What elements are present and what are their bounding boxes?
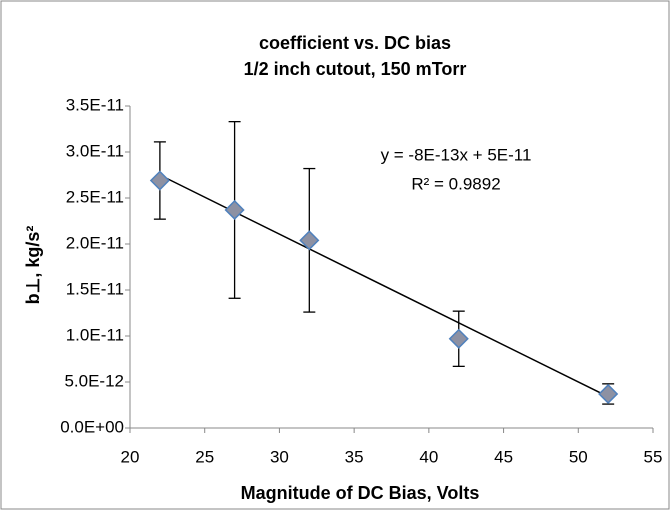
point [224, 199, 245, 221]
y-tick-label: 1.0E-11 [66, 325, 124, 344]
chart-subtitle: 1/2 inch cutout, 150 mTorr [244, 59, 467, 79]
chart-title: coefficient vs. DC bias [259, 33, 451, 53]
x-tick-label: 35 [345, 447, 364, 466]
y-tick-label: 3.0E-11 [66, 141, 124, 160]
x-tick-label: 45 [494, 447, 513, 466]
x-tick-label: 30 [270, 447, 289, 466]
point [149, 170, 170, 191]
trend-r2: R² = 0.9892 [411, 174, 500, 193]
y-axis-label: b⊥, kg/s² [23, 226, 43, 305]
x-axis-label: Magnitude of DC Bias, Volts [241, 483, 480, 503]
point [299, 230, 320, 251]
point [448, 328, 469, 349]
x-tick-label: 20 [121, 447, 140, 466]
y-tick-label: 2.0E-11 [66, 233, 124, 252]
y-tick-label: 5.0E-12 [64, 371, 124, 390]
trend-equation: y = -8E-13x + 5E-11 [381, 145, 532, 164]
x-tick-label: 50 [569, 447, 588, 466]
y-tick-label: 1.5E-11 [66, 279, 124, 298]
y-tick-label: 3.5E-11 [66, 95, 124, 114]
x-tick-label: 25 [195, 447, 214, 466]
y-tick-label: 2.5E-11 [66, 187, 124, 206]
x-tick-label: 55 [644, 447, 663, 466]
point [598, 383, 619, 405]
y-tick-label: 0.0E+00 [60, 417, 124, 436]
x-tick-label: 40 [419, 447, 438, 466]
